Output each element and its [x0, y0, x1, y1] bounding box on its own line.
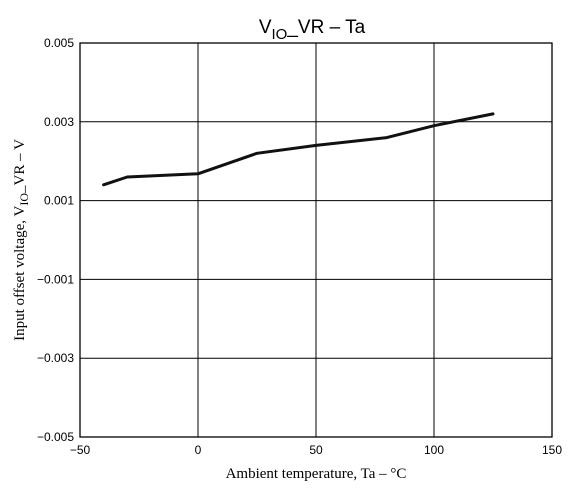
x-tick-label: 150	[542, 443, 562, 457]
y-tick-labels: −0.005 −0.003 −0.001 0.001 0.003 0.005	[37, 36, 74, 444]
x-tick-label: −50	[70, 443, 91, 457]
plot-frame	[79, 42, 553, 438]
chart-title: VIO_VR – Ta	[259, 17, 366, 43]
y-tick-label: −0.001	[37, 272, 74, 286]
x-tick-label: 100	[424, 443, 444, 457]
series-line	[102, 112, 495, 187]
y-tick-label: 0.003	[44, 115, 74, 129]
y-tick-label: 0.001	[44, 194, 74, 208]
y-tick-label: −0.003	[37, 351, 74, 365]
y-tick-label: −0.005	[37, 430, 74, 444]
grid-lines	[80, 43, 552, 437]
x-axis-label: Ambient temperature, Ta – °C	[226, 466, 407, 482]
x-tick-labels: −50 0 50 100 150	[70, 443, 563, 457]
y-tick-label: 0.005	[44, 36, 74, 50]
y-axis-label: Input offset voltage, VIO_VR – V	[12, 139, 31, 341]
x-tick-label: 0	[195, 443, 202, 457]
x-tick-label: 50	[309, 443, 323, 457]
series-layer	[102, 112, 495, 187]
